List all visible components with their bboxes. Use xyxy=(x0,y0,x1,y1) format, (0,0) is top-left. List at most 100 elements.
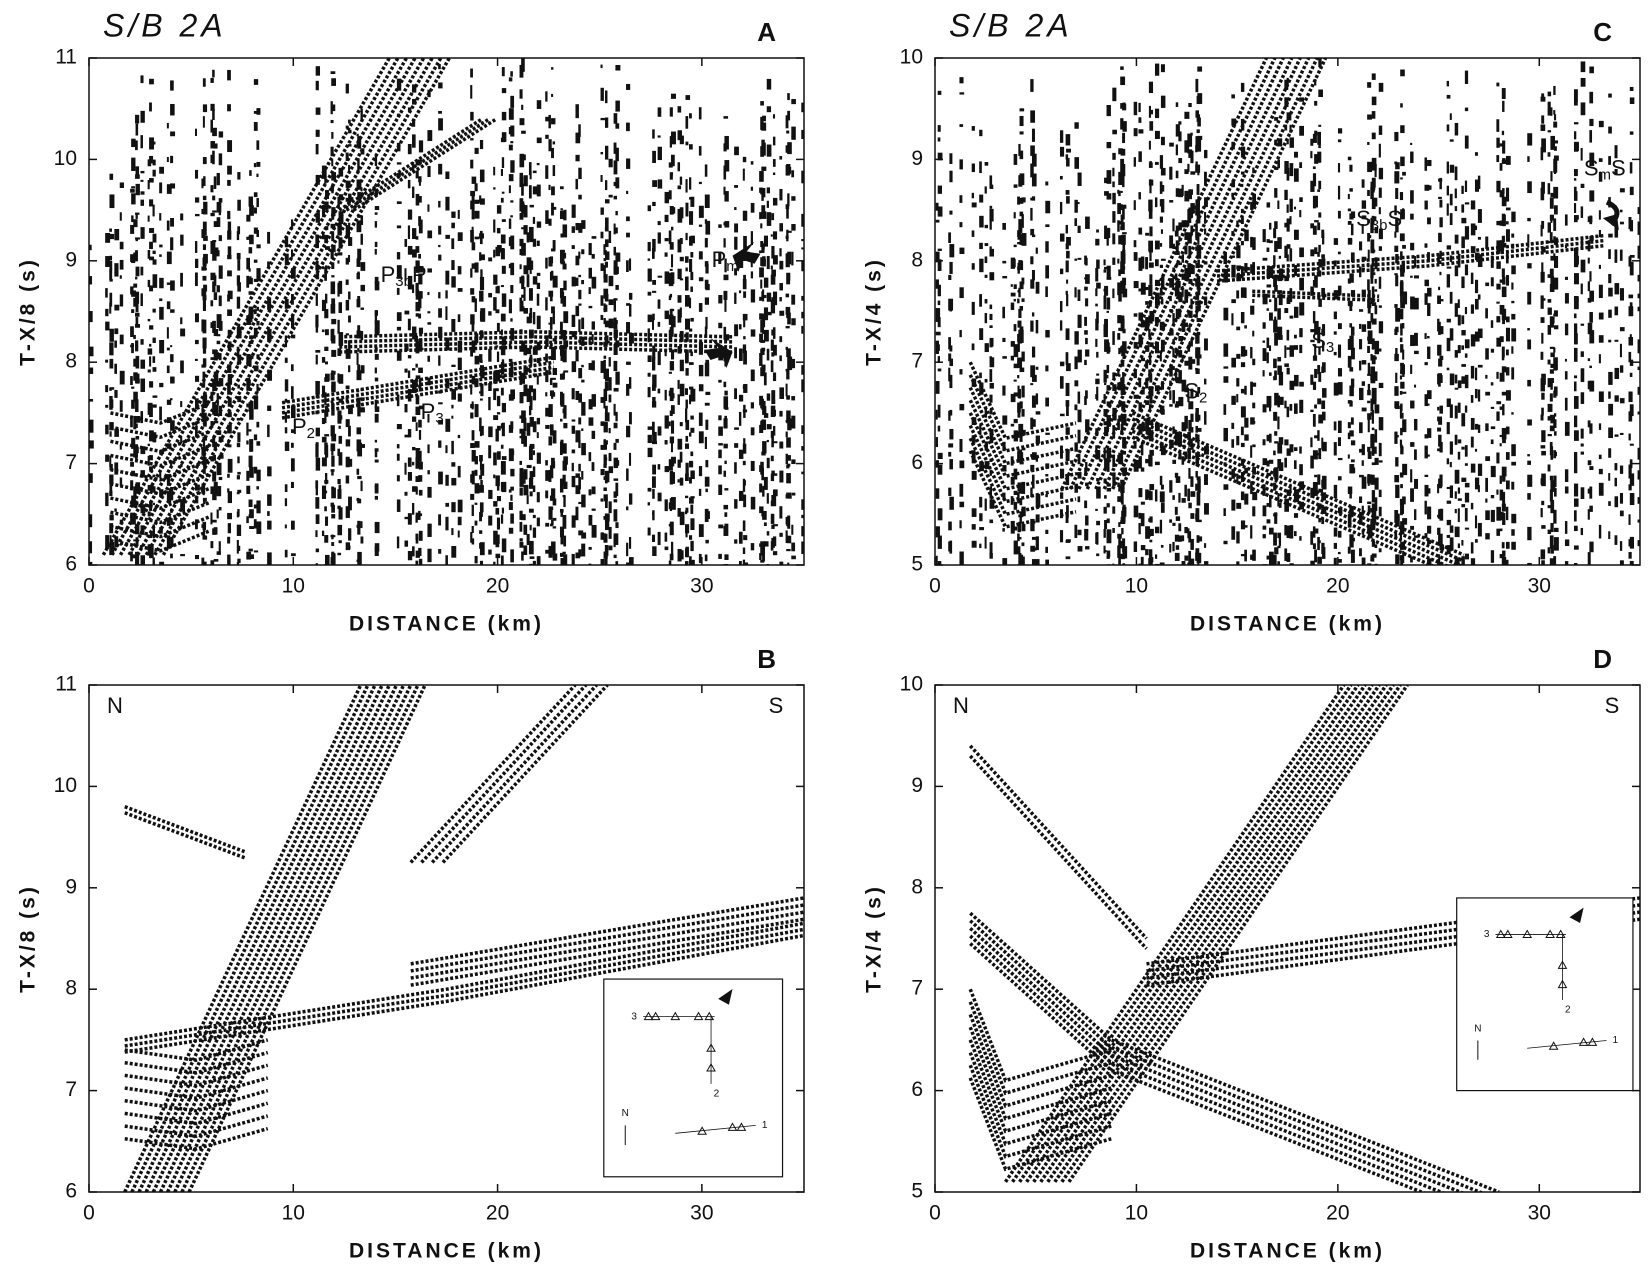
trace-noise xyxy=(470,230,474,243)
trace-noise xyxy=(109,269,112,280)
trace-noise xyxy=(959,92,964,94)
trace-noise xyxy=(1096,229,1099,232)
trace-noise xyxy=(212,349,217,354)
trace-noise xyxy=(1002,338,1005,342)
trace-noise xyxy=(1104,259,1106,265)
trace-noise xyxy=(1014,184,1018,187)
trace-noise xyxy=(1287,204,1289,212)
trace-noise xyxy=(1314,196,1318,208)
trace-noise xyxy=(1367,401,1370,403)
trace-noise xyxy=(375,156,377,166)
trace-noise xyxy=(131,343,134,353)
trace-noise xyxy=(1437,417,1442,422)
trace-noise xyxy=(724,488,728,490)
trace-noise xyxy=(680,452,683,463)
trace-noise xyxy=(1496,83,1499,87)
trace-noise xyxy=(762,419,764,426)
trace-noise xyxy=(658,135,661,137)
trace-noise xyxy=(1502,131,1504,135)
trace-noise xyxy=(589,287,591,294)
trace-noise xyxy=(256,441,260,445)
trace-noise xyxy=(1338,421,1342,433)
trace-noise xyxy=(718,465,722,474)
trace-noise xyxy=(658,232,661,243)
trace-noise xyxy=(1274,188,1277,198)
trace-noise xyxy=(1030,321,1033,332)
trace-noise xyxy=(1438,197,1442,199)
trace-noise xyxy=(1045,330,1049,337)
trace-noise xyxy=(581,380,584,383)
trace-noise xyxy=(529,227,534,240)
trace-noise xyxy=(419,140,423,152)
trace-noise xyxy=(652,465,656,475)
trace-noise xyxy=(1197,129,1200,133)
trace-noise xyxy=(699,107,702,119)
trace-noise xyxy=(665,440,668,444)
trace-noise xyxy=(1160,155,1163,169)
trace-noise xyxy=(1427,288,1431,297)
trace-noise xyxy=(1184,485,1187,497)
trace-noise xyxy=(615,439,618,443)
trace-noise xyxy=(948,522,952,531)
trace-noise xyxy=(658,299,661,308)
trace-noise xyxy=(671,309,674,311)
trace-noise xyxy=(786,437,791,447)
trace-noise xyxy=(1318,372,1321,382)
trace-noise xyxy=(1287,526,1290,539)
trace-noise xyxy=(779,506,782,518)
trace-noise xyxy=(1287,407,1290,417)
trace-noise xyxy=(1223,376,1228,383)
trace-noise xyxy=(458,466,461,478)
trace-noise xyxy=(767,293,771,302)
trace-noise xyxy=(136,214,138,219)
trace-noise xyxy=(751,161,754,164)
trace-noise xyxy=(237,231,239,240)
trace-noise xyxy=(1410,401,1414,409)
trace-noise xyxy=(1608,427,1613,438)
trace-noise xyxy=(203,196,206,200)
trace-noise xyxy=(1439,200,1442,208)
trace-noise xyxy=(959,222,962,227)
trace-noise xyxy=(1496,452,1499,463)
trace-noise xyxy=(1471,464,1476,473)
trace-noise xyxy=(959,287,963,298)
trace-noise xyxy=(734,147,739,156)
trace-noise xyxy=(1620,365,1623,372)
trace-noise xyxy=(375,354,379,360)
trace-noise xyxy=(1317,222,1320,230)
trace-noise xyxy=(1032,312,1034,316)
trace-noise xyxy=(415,364,417,368)
trace-noise xyxy=(1294,513,1298,518)
trace-noise xyxy=(1017,197,1020,205)
trace-noise xyxy=(771,360,774,372)
trace-noise xyxy=(1160,476,1163,485)
trace-noise xyxy=(1112,258,1115,265)
trace-noise xyxy=(472,430,475,440)
trace-noise xyxy=(1461,315,1464,324)
trace-noise xyxy=(1511,542,1516,550)
trace-noise xyxy=(1502,287,1507,297)
trace-noise xyxy=(1424,533,1427,538)
trace-noise xyxy=(1588,281,1590,291)
trace-noise xyxy=(979,544,981,548)
trace-noise xyxy=(1362,381,1365,386)
trace-noise xyxy=(195,555,199,559)
trace-noise xyxy=(1608,531,1610,539)
trace-noise xyxy=(254,79,258,85)
trace-noise xyxy=(1269,460,1273,464)
trace-noise xyxy=(1424,501,1426,515)
trace-noise xyxy=(1400,404,1403,412)
trace-noise xyxy=(601,263,604,271)
trace-noise xyxy=(589,306,593,308)
trace-noise xyxy=(1287,368,1290,375)
trace-noise xyxy=(1437,345,1441,356)
trace-noise xyxy=(581,471,583,480)
trace-noise xyxy=(1241,362,1245,367)
trace-noise xyxy=(203,300,206,311)
trace-noise xyxy=(734,427,739,429)
trace-noise xyxy=(671,443,673,453)
trace-noise xyxy=(159,245,162,248)
trace-noise xyxy=(109,174,113,180)
trace-noise xyxy=(1267,503,1269,507)
trace-noise xyxy=(1394,132,1398,141)
